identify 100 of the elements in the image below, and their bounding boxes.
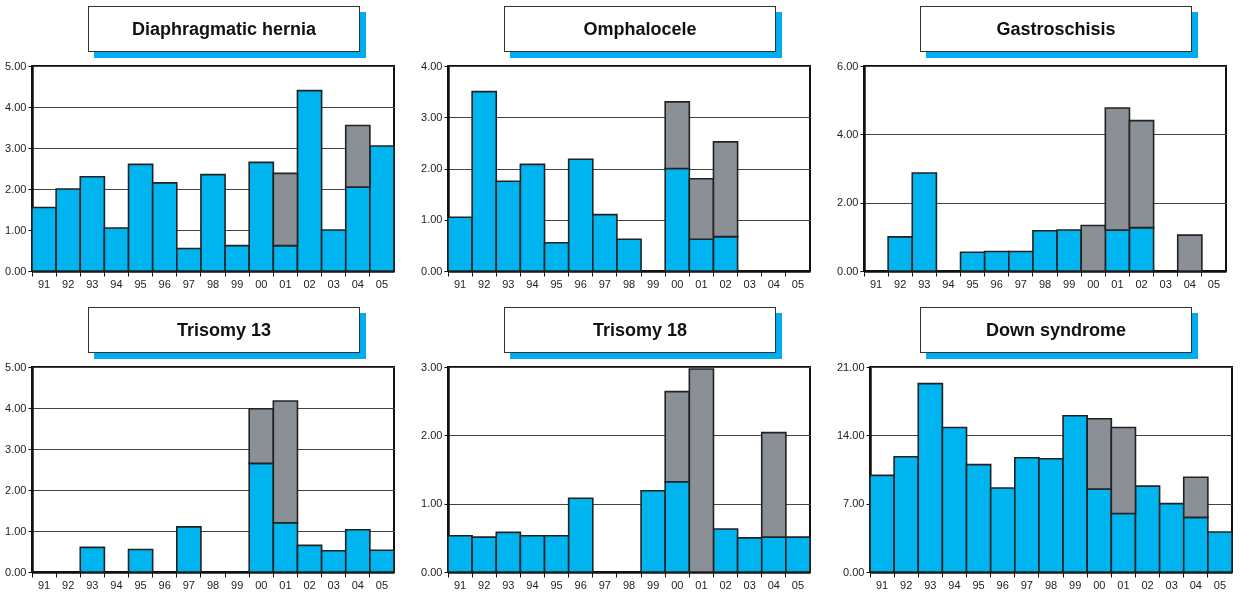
y-tick-label: 0.00 [5,565,27,578]
x-tick-label: 93 [86,578,99,591]
x-tick-label: 96 [996,578,1009,591]
x-tick-label: 97 [182,277,195,290]
x-tick-label: 01 [695,578,708,591]
x-tick-label: 01 [279,277,292,290]
x-tick-label: 00 [1093,578,1106,591]
y-tick-label: 2.00 [421,162,443,174]
bar [79,546,106,573]
x-tick-label: 03 [327,578,340,591]
x-tick-label: 91 [869,277,883,290]
y-tick-label: 4.00 [5,100,27,113]
x-tick-label: 97 [1014,277,1027,290]
x-tick-label: 04 [767,578,780,591]
bar [127,548,154,573]
x-tick-label: 97 [598,277,611,290]
x-tick-label: 96 [158,578,171,591]
x-tick-label: 04 [1183,277,1196,290]
x-tick-label: 00 [671,277,684,290]
x-tick-label: 96 [990,277,1003,290]
x-tick-label: 93 [924,578,937,591]
y-tick-label: 3.00 [421,110,443,123]
x-tick-label: 03 [1159,277,1172,290]
x-tick-label: 03 [1165,578,1178,591]
x-tick-label: 00 [255,578,268,591]
x-tick-label: 94 [110,578,123,591]
x-tick-label: 94 [110,277,123,290]
x-tick-label: 04 [767,277,780,290]
x-tick-label: 92 [478,578,491,591]
x-tick-label: 05 [791,277,805,290]
x-tick-label: 95 [972,578,985,591]
y-tick-label: 4.00 [837,127,859,140]
x-tick-label: 93 [86,277,99,290]
x-tick-label: 04 [351,277,364,290]
x-tick-label: 91 [37,277,51,290]
x-tick-label: 99 [647,578,660,591]
x-tick-label: 01 [1117,578,1130,591]
x-tick-label: 94 [526,277,539,290]
y-tick-label: 3.00 [421,360,443,373]
x-tick-label: 02 [303,277,316,290]
x-tick-label: 97 [182,578,195,591]
x-tick-label: 05 [1213,578,1227,591]
x-tick-label: 01 [1111,277,1124,290]
x-tick-label: 99 [231,277,244,290]
y-tick-label: 2.00 [837,196,859,209]
x-tick-label: 92 [62,277,75,290]
x-tick-label: 02 [1141,578,1154,591]
x-tick-label: 05 [375,578,389,591]
x-tick-label: 96 [574,578,587,591]
x-tick-label: 93 [918,277,931,290]
y-tick-label: 5.00 [5,59,27,72]
x-tick-label: 99 [647,277,660,290]
y-tick-label: 21.00 [836,360,865,373]
x-tick-label: 97 [1020,578,1033,591]
chart-title: Gastroschisis [920,6,1192,52]
x-tick-label: 03 [743,277,756,290]
x-tick-label: 98 [1044,578,1058,591]
y-tick-label: 3.00 [5,141,27,154]
x-tick-label: 93 [502,277,515,290]
x-tick-label: 01 [695,277,708,290]
y-tick-label: 5.00 [5,360,27,373]
chart-title: Diaphragmatic hernia [88,6,360,52]
y-tick-label: 3.00 [5,442,27,455]
x-tick-label: 99 [231,578,244,591]
y-tick-label: 0.00 [421,264,443,277]
chart-title: Trisomy 18 [504,307,776,353]
x-tick-label: 02 [719,277,732,290]
y-tick-label: 6.00 [837,59,859,72]
x-tick-label: 03 [743,578,756,591]
y-tick-label: 1.00 [421,213,443,226]
y-tick-label: 0.00 [5,264,27,277]
x-tick-label: 96 [158,277,171,290]
x-tick-label: 98 [1038,277,1052,290]
x-tick-label: 98 [206,578,220,591]
y-tick-label: 2.00 [5,483,27,496]
x-tick-label: 01 [279,578,292,591]
y-tick-label: 2.00 [5,182,27,195]
x-tick-label: 94 [948,578,961,591]
x-tick-label: 95 [550,578,563,591]
y-tick-label: 4.00 [5,401,27,414]
bar [176,526,202,573]
x-tick-label: 92 [62,578,75,591]
x-tick-label: 95 [134,277,147,290]
y-tick-label: 4.00 [421,59,443,72]
x-tick-label: 95 [134,578,147,591]
x-tick-label: 92 [900,578,913,591]
x-tick-label: 99 [1063,277,1076,290]
x-tick-label: 98 [622,578,636,591]
x-tick-label: 00 [255,277,268,290]
x-tick-label: 95 [966,277,979,290]
x-tick-label: 91 [875,578,889,591]
x-tick-label: 91 [453,578,467,591]
x-tick-label: 05 [791,578,805,591]
x-tick-label: 91 [37,578,51,591]
y-tick-label: 1.00 [5,524,27,537]
x-tick-label: 03 [327,277,340,290]
x-tick-label: 98 [206,277,220,290]
y-tick-label: 1.00 [421,497,443,510]
x-tick-label: 00 [1087,277,1100,290]
y-tick-label: 1.00 [5,223,27,236]
